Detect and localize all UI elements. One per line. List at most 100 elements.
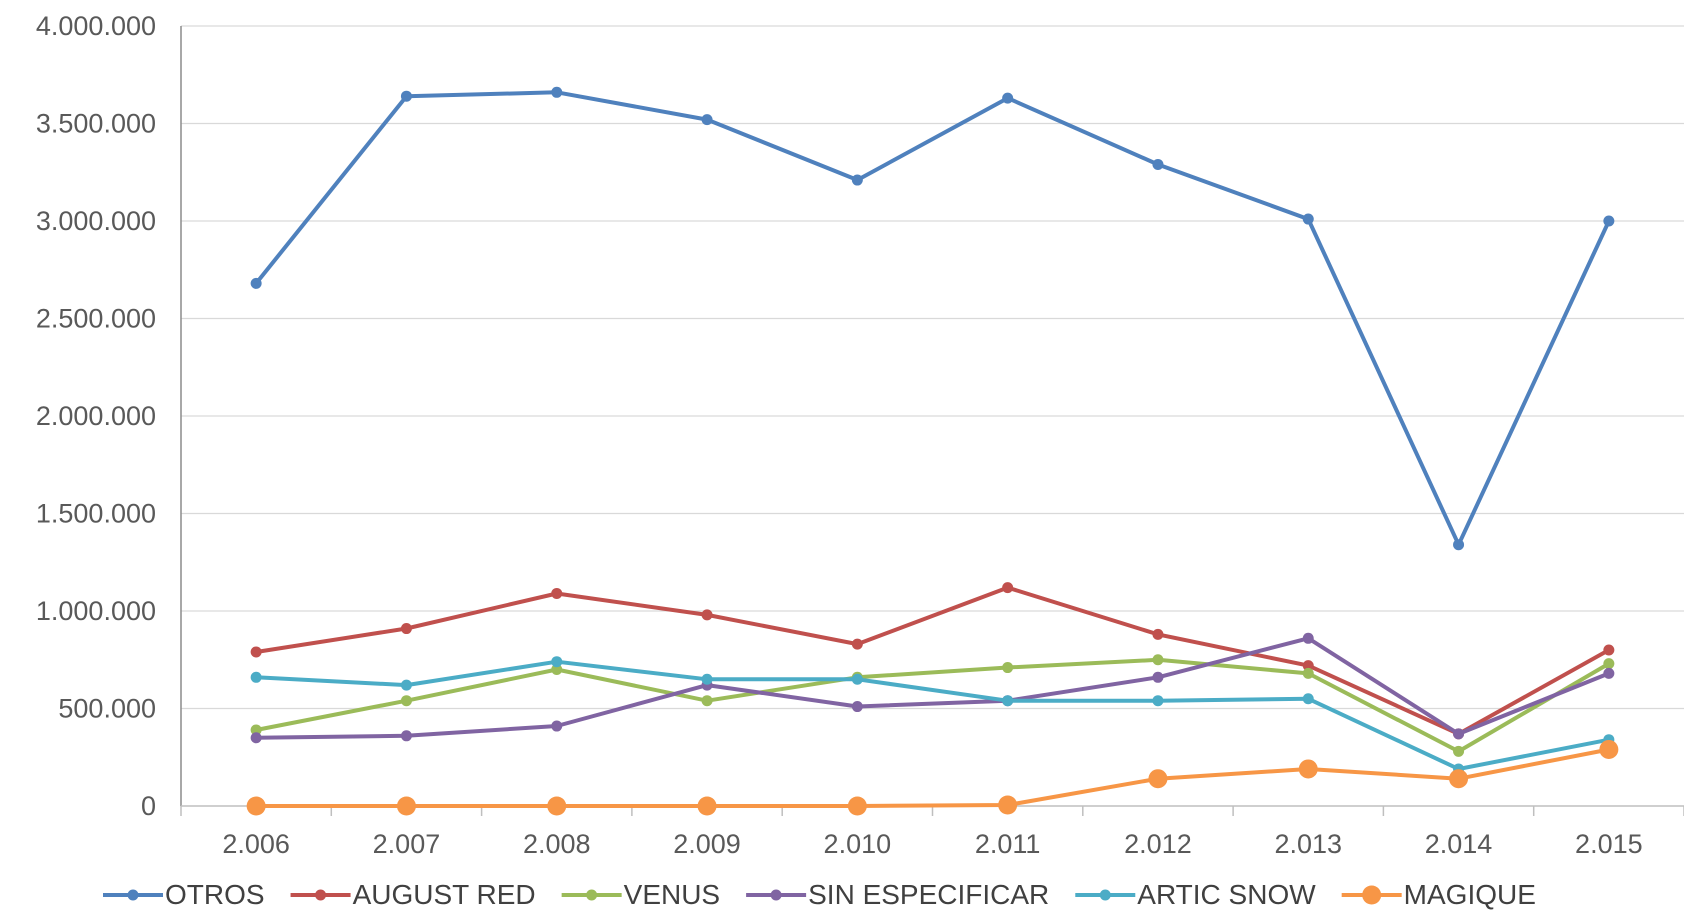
series-group <box>246 86 1619 816</box>
data-point <box>701 114 713 126</box>
y-tick-label: 4.000.000 <box>36 11 156 41</box>
y-axis-tick-labels: 0 500.000 1.000.000 1.500.000 2.000.000 2.500… <box>36 11 156 821</box>
legend-label: MAGIQUE <box>1404 879 1536 910</box>
data-point <box>697 796 717 816</box>
data-point <box>1453 745 1465 757</box>
data-point <box>1152 654 1164 666</box>
legend-label: AUGUST RED <box>353 879 536 910</box>
data-point <box>400 90 412 102</box>
x-tick-label: 2.013 <box>1274 829 1342 859</box>
data-point <box>246 796 266 816</box>
legend-marker <box>315 889 327 901</box>
legend-marker <box>1362 885 1382 905</box>
legend-item: OTROS <box>103 879 265 910</box>
x-tick-label: 2.015 <box>1575 829 1643 859</box>
data-point <box>1148 769 1168 789</box>
y-tick-label: 500.000 <box>58 694 156 724</box>
data-point <box>250 277 262 289</box>
x-axis-tick-labels: 2.006 2.007 2.008 2.009 2.010 2.011 2.012 2.013… <box>222 829 1642 859</box>
data-point <box>250 732 262 744</box>
y-tick-label: 2.500.000 <box>36 304 156 334</box>
data-point <box>851 701 863 713</box>
data-point <box>851 638 863 650</box>
data-point <box>551 86 563 98</box>
data-point <box>1152 671 1164 683</box>
data-point <box>1002 92 1014 104</box>
data-point <box>400 730 412 742</box>
x-tick-label: 2.007 <box>373 829 441 859</box>
series-line <box>254 659 1611 771</box>
series-august-red <box>250 582 1615 740</box>
data-point <box>1603 658 1615 670</box>
x-tick-label: 2.006 <box>222 829 290 859</box>
data-point <box>1152 158 1164 170</box>
series-line <box>254 585 1611 736</box>
legend-label: OTROS <box>165 879 265 910</box>
data-point <box>851 174 863 186</box>
legend-label: SIN ESPECIFICAR <box>808 879 1049 910</box>
data-point <box>701 673 713 685</box>
series-line <box>254 636 1611 740</box>
data-point <box>1453 728 1465 740</box>
data-point <box>1599 739 1619 759</box>
x-tick-label: 2.010 <box>824 829 892 859</box>
legend: OTROS AUGUST RED VENUS SIN ESPECIFICAR ARTIC… <box>103 879 1536 910</box>
x-tick-label: 2.012 <box>1124 829 1192 859</box>
data-point <box>1302 667 1314 679</box>
legend-item: VENUS <box>561 879 720 910</box>
x-tick-label: 2.008 <box>523 829 591 859</box>
x-tick-label: 2.011 <box>975 829 1041 859</box>
y-tick-label: 3.500.000 <box>36 109 156 139</box>
data-point <box>1302 632 1314 644</box>
y-tick-label: 0 <box>141 791 156 821</box>
data-point <box>1302 693 1314 705</box>
data-point <box>1002 662 1014 674</box>
data-point <box>250 724 262 736</box>
data-point <box>551 587 563 599</box>
data-point <box>551 656 563 668</box>
legend-marker <box>1099 889 1111 901</box>
data-point <box>1152 695 1164 707</box>
data-point <box>1603 215 1615 227</box>
data-point <box>551 664 563 675</box>
data-point <box>400 623 412 635</box>
data-point <box>851 673 863 685</box>
data-point <box>400 695 412 707</box>
legend-item: ARTIC SNOW <box>1075 879 1316 910</box>
data-point <box>1302 213 1314 225</box>
series-line <box>254 657 1611 754</box>
data-point <box>250 646 262 658</box>
data-point <box>551 720 563 732</box>
data-point <box>1453 539 1465 551</box>
gridlines <box>181 25 1684 710</box>
series-otros <box>250 86 1615 551</box>
legend-marker <box>770 889 782 901</box>
series-line <box>254 90 1611 547</box>
data-point <box>701 695 713 707</box>
series-magique <box>246 739 1619 816</box>
legend-label: ARTIC SNOW <box>1137 879 1316 910</box>
legend-label: VENUS <box>624 879 720 910</box>
data-point <box>1603 667 1615 679</box>
x-tick-label: 2.009 <box>673 829 741 859</box>
data-point <box>396 796 416 816</box>
y-tick-label: 2.000.000 <box>36 401 156 431</box>
legend-item: MAGIQUE <box>1341 879 1536 910</box>
legend-item: AUGUST RED <box>290 879 536 910</box>
data-point <box>547 796 567 816</box>
data-point <box>400 679 412 691</box>
data-point <box>847 796 867 816</box>
legend-marker <box>586 889 598 901</box>
data-point <box>1449 769 1469 789</box>
x-tick-label: 2.014 <box>1425 829 1493 859</box>
series-line <box>254 747 1611 808</box>
data-point <box>250 671 262 683</box>
data-point <box>1298 759 1318 779</box>
y-tick-label: 3.000.000 <box>36 206 156 236</box>
data-point <box>1152 628 1164 640</box>
data-point <box>1002 582 1014 594</box>
data-point <box>1302 660 1314 672</box>
y-tick-label: 1.500.000 <box>36 499 156 529</box>
data-point <box>1603 644 1615 656</box>
